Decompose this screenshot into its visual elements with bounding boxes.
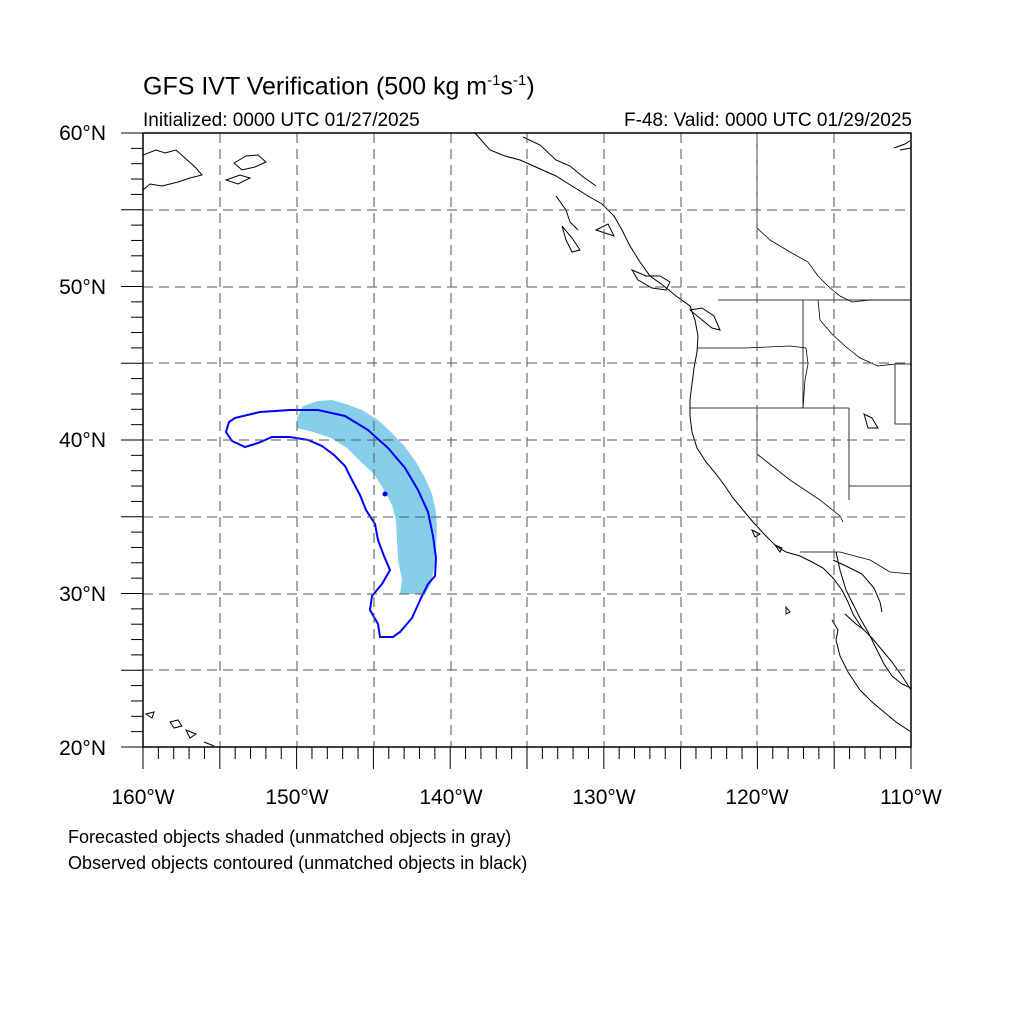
observed-ivt-contour xyxy=(224,409,438,638)
initialized-time: Initialized: 0000 UTC 01/27/2025 xyxy=(143,110,420,131)
map-title: GFS IVT Verification (500 kg m-1s-1) xyxy=(143,72,535,101)
political-boundaries xyxy=(690,133,911,575)
lat-label-40n: 40°N xyxy=(59,429,106,452)
caption-observed: Observed objects contoured (unmatched ob… xyxy=(68,853,528,873)
lat-label-60n: 60°N xyxy=(59,122,106,145)
title-text: GFS IVT Verification (500 kg m xyxy=(143,72,488,101)
axis-ticks xyxy=(121,132,912,769)
forecast-ivt-object xyxy=(297,400,437,594)
lon-label-130w: 130°W xyxy=(572,786,636,809)
title-unit-s: s xyxy=(500,72,513,101)
graticule xyxy=(143,133,911,747)
valid-time: F-48: Valid: 0000 UTC 01/29/2025 xyxy=(624,110,912,131)
lon-label-150w: 150°W xyxy=(265,786,329,809)
title-exponent-2: -1 xyxy=(512,72,527,89)
title-exponent-1: -1 xyxy=(487,72,501,89)
lon-label-110w: 110°W xyxy=(880,786,942,809)
lon-label-140w: 140°W xyxy=(419,786,483,809)
observed-object-dot xyxy=(382,491,388,497)
lat-label-30n: 30°N xyxy=(59,583,106,606)
caption-forecast: Forecasted objects shaded (unmatched obj… xyxy=(68,827,512,847)
lon-label-160w: 160°W xyxy=(111,786,175,809)
lat-label-50n: 50°N xyxy=(59,276,106,299)
lat-label-20n: 20°N xyxy=(59,737,106,760)
lon-label-120w: 120°W xyxy=(725,786,789,809)
coastlines xyxy=(143,133,911,747)
title-close: ) xyxy=(526,72,535,101)
